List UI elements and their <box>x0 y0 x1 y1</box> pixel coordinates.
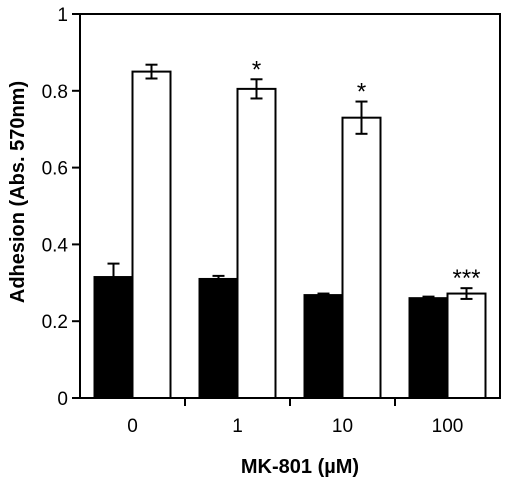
bar <box>303 294 344 400</box>
bar <box>131 70 172 399</box>
y-tick-label: 0.6 <box>42 159 68 180</box>
bar <box>236 87 277 399</box>
x-tick-label: 1 <box>232 416 243 437</box>
significance-marker: *** <box>452 265 480 292</box>
bar <box>446 292 487 399</box>
x-axis-ticks: 0 1 10 100 <box>127 398 463 437</box>
y-tick-label: 0.8 <box>42 82 68 103</box>
bar <box>198 277 239 399</box>
y-tick-label: 0.4 <box>42 235 69 256</box>
y-tick-label: 1 <box>57 5 68 26</box>
bar <box>341 116 382 400</box>
x-tick-label: 100 <box>432 416 464 437</box>
x-axis-title: MK-801 (µM) <box>241 456 359 478</box>
significance-markers: ***** <box>252 56 481 292</box>
bar <box>93 276 134 400</box>
significance-marker: * <box>252 56 261 83</box>
x-tick-label: 10 <box>332 416 353 437</box>
y-tick-label: 0.2 <box>42 312 68 333</box>
bar <box>408 297 449 399</box>
y-axis-ticks: 0 0.2 0.4 0.6 0.8 1 <box>42 5 80 410</box>
y-tick-label: 0 <box>57 389 68 410</box>
bars <box>93 70 487 400</box>
x-tick-label: 0 <box>127 416 138 437</box>
error-bars <box>107 63 473 301</box>
y-axis-title: Adhesion (Abs. 570nm) <box>7 81 29 303</box>
significance-marker: * <box>357 79 366 106</box>
